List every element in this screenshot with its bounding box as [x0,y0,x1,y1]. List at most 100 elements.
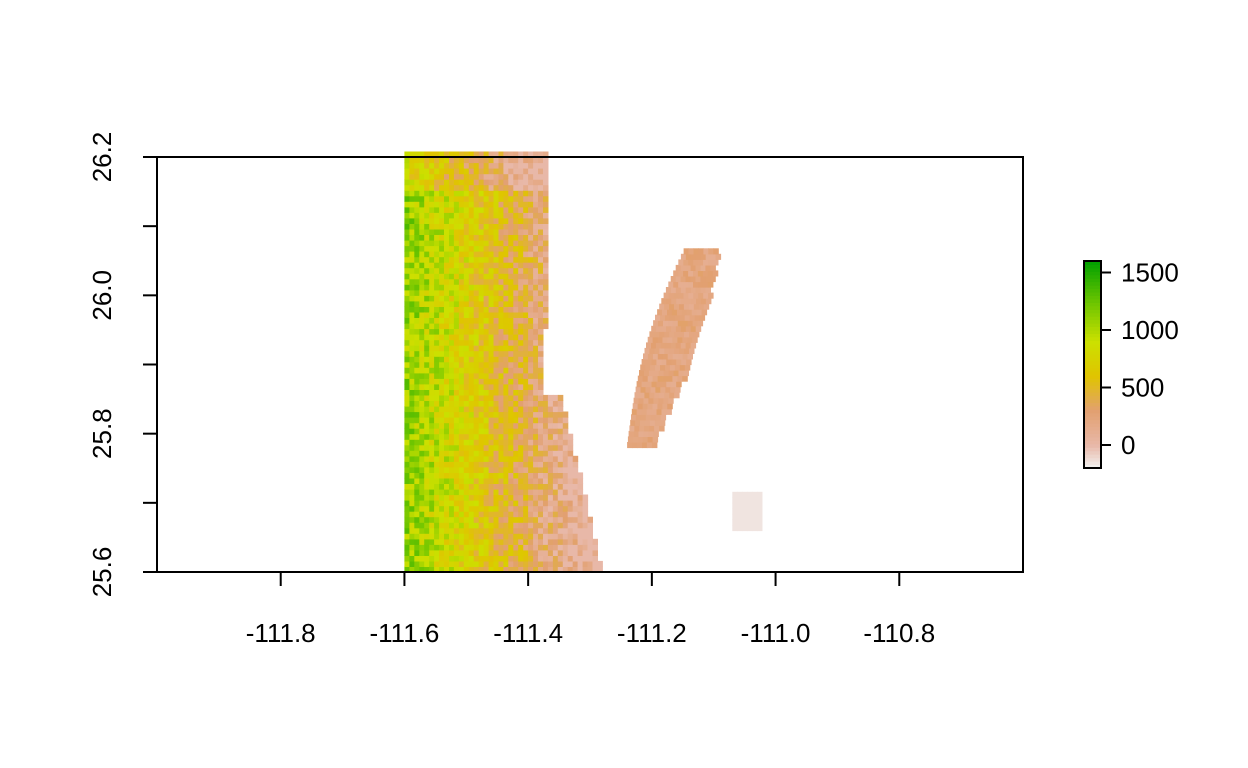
raster-cell [444,367,450,374]
raster-cell [513,383,519,390]
raster-cell [409,201,415,208]
raster-cell [434,555,440,562]
raster-cell [444,151,450,158]
raster-cell [513,461,519,468]
raster-cell [513,157,519,164]
raster-cell [444,494,450,501]
raster-cell [528,511,534,518]
raster-cell [632,403,639,410]
raster-cell [705,264,711,271]
raster-cell [513,560,519,567]
raster-cell [662,336,668,343]
raster-cell [498,566,504,573]
raster-cell [659,425,665,432]
raster-cell [528,323,534,330]
raster-cell [688,259,694,266]
raster-cell [557,527,564,534]
raster-cell [468,505,475,512]
raster-cell [409,472,415,479]
raster-cell [752,519,758,526]
raster-cell [652,353,659,360]
raster-cell [543,179,549,186]
raster-cell [508,439,514,446]
raster-cell [483,439,490,446]
raster-cell [478,428,485,435]
raster-cell [513,339,519,346]
raster-cell [429,461,435,468]
raster-cell [424,472,430,479]
raster-cell [513,367,519,374]
raster-cell [414,466,420,473]
raster-cell [419,560,425,567]
raster-cell [473,190,480,197]
raster-cell [419,240,425,247]
raster-cell [488,428,495,435]
raster-cell [463,489,470,496]
raster-cell [458,339,465,346]
raster-cell [498,201,504,208]
raster-cell [547,477,554,484]
raster-cell [503,555,509,562]
raster-cell [414,516,420,523]
raster-cell [458,538,465,545]
raster-cell [538,566,544,573]
raster-cell [567,538,574,545]
raster-cell [538,267,544,274]
raster-cell [582,544,589,551]
raster-cell [419,345,425,352]
raster-cell [533,240,539,247]
raster-cell [424,251,430,258]
raster-cell [409,455,415,462]
raster-cell [483,295,490,302]
raster-cell [562,461,569,468]
raster-cell [665,364,671,371]
raster-cell [533,538,539,545]
raster-cell [463,417,470,424]
colorbar-swatch [1084,285,1101,290]
colorbar-swatch [1084,381,1101,386]
raster-cell [444,372,450,379]
raster-cell [444,173,450,180]
raster-cell [478,560,485,567]
raster-cell [557,511,564,518]
raster-cell [429,328,435,335]
raster-cell [439,323,445,330]
raster-cell [577,477,584,484]
raster-cell [538,317,544,324]
raster-cell [478,256,485,263]
raster-cell [508,466,514,473]
raster-cell [533,477,539,484]
raster-cell [419,306,425,313]
raster-cell [557,483,564,490]
raster-cell [533,439,539,446]
raster-cell [488,311,495,318]
raster-cell [543,245,549,252]
raster-cell [677,353,684,360]
raster-cell [557,538,564,545]
raster-cell [463,278,470,285]
raster-cell [483,477,490,484]
raster-cell [449,162,455,169]
raster-cell [518,505,524,512]
colorbar-swatch [1084,388,1101,393]
raster-cell [449,339,455,346]
raster-cell [458,549,465,556]
raster-cell [528,544,534,551]
raster-cell [562,450,569,457]
raster-cell [557,566,564,573]
raster-cell [663,292,670,299]
raster-cell [453,511,460,518]
raster-cell [453,256,460,263]
colorbar-swatch [1084,457,1101,462]
raster-cell [449,201,455,208]
raster-cell [508,151,514,158]
raster-cell [674,347,680,354]
raster-cell [429,411,435,418]
raster-cell [419,500,425,507]
raster-cell [518,245,524,252]
raster-cell [523,212,529,219]
raster-cell [414,356,420,363]
raster-cell [429,151,435,158]
raster-cell [508,527,514,534]
raster-cell [453,173,460,180]
